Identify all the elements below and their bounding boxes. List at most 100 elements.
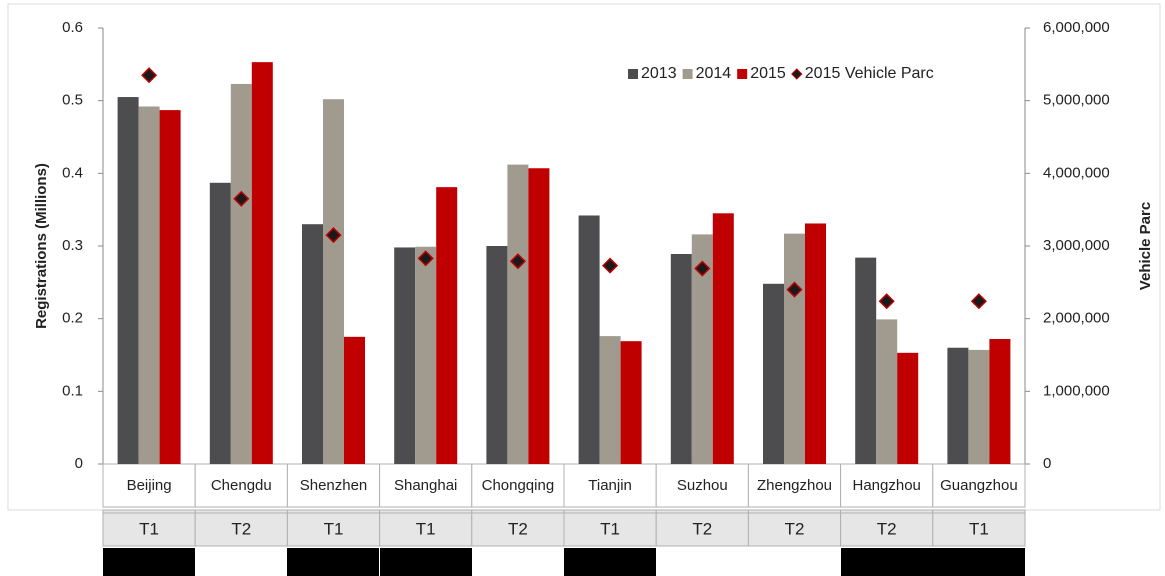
tier-label: T2 [692,519,712,538]
tier-cell [563,509,657,547]
bar [620,341,642,464]
bar [855,257,877,464]
y-axis-label: Registrations (Millions) [33,163,50,329]
tier-cell [379,509,473,547]
bar [578,215,600,464]
bar [876,319,898,464]
y-tick-label: 0.5 [62,92,83,109]
bar [897,352,919,464]
y2-tick-label: 0 [1043,455,1051,472]
bar [947,347,969,464]
x-tick-label: Chengdu [211,477,272,494]
y-tick-label: 0.6 [62,19,83,36]
tier-cell [747,509,842,547]
y2-tick-label: 6,000,000 [1043,19,1110,36]
marker [233,190,250,207]
bar [486,246,508,464]
y2-tick-label: 1,000,000 [1043,382,1110,399]
bar [989,339,1011,464]
x-tick-label: Chongqing [482,477,555,494]
marker [417,250,434,267]
x-tick-label: Guangzhou [940,477,1018,494]
bar [507,164,529,464]
bar [763,283,784,464]
x-tick-label: Beijing [127,477,172,494]
legend-label: 2015 [750,65,786,82]
highlight-cell [564,548,656,576]
legend-swatch [682,69,693,79]
marker [970,293,987,310]
y-tick-label: 0.2 [62,310,83,327]
bar [528,168,550,464]
category-cell [747,463,842,508]
legend-label: 2015 Vehicle Parc [805,65,934,82]
legend-swatch [737,69,748,79]
marker [694,260,711,277]
bar [251,62,273,465]
category-cell [655,463,749,508]
y2-tick-label: 5,000,000 [1043,92,1110,109]
tier-label: T1 [969,519,989,538]
bar [230,83,252,464]
x-tick-label: Shenzhen [300,477,368,494]
y2-tick-label: 3,000,000 [1043,237,1110,254]
bar [599,336,621,464]
y-tick-label: 0 [75,455,83,472]
legend-marker [791,68,803,80]
marker [141,67,158,84]
tier-cell [471,509,565,547]
y2-axis-label: Vehicle Parc [1137,202,1154,290]
bar [968,349,990,464]
category-cell [471,463,565,508]
marker [509,253,526,270]
bar [209,182,231,464]
tier-cell [655,509,749,547]
y-tick-label: 0.4 [62,164,83,181]
tier-cell [286,509,381,547]
bar [670,253,692,464]
bar [117,97,139,465]
bar [344,336,365,464]
tier-cell [102,509,196,547]
bar [691,234,713,464]
x-tick-label: Suzhou [677,477,728,494]
marker [786,281,803,298]
bar [323,99,344,465]
y2-tick-label: 4,000,000 [1043,164,1110,181]
highlight-cell [103,548,195,576]
tier-label: T1 [139,519,159,538]
x-tick-label: Tianjin [588,477,632,494]
legend-swatch [628,69,638,79]
bar [784,233,805,464]
bar [805,223,826,464]
tier-cell [840,509,934,547]
tier-cell [932,509,1026,547]
tier-label: T2 [508,519,528,538]
x-tick-label: Zhengzhou [757,477,832,494]
category-cell [286,463,381,508]
bar [138,106,160,464]
highlight-cell [933,548,1025,576]
tier-label: T2 [785,519,805,538]
tier-label: T2 [231,519,251,538]
category-cell [102,463,196,508]
marker [325,227,342,244]
tier-label: T1 [324,519,344,538]
legend-label: 2014 [696,65,732,82]
highlight-cell [841,548,933,576]
tier-label: T1 [600,519,620,538]
marker [878,293,895,310]
marker [602,257,619,274]
x-tick-label: Shanghai [394,477,457,494]
bar [394,247,416,464]
y2-tick-label: 2,000,000 [1043,310,1110,327]
y-tick-label: 0.3 [62,237,83,254]
bar [712,213,734,464]
bar [436,187,458,464]
tier-label: T1 [416,519,436,538]
highlight-cell [287,548,379,576]
highlight-cell [380,548,472,576]
highlight-row [103,548,1025,576]
